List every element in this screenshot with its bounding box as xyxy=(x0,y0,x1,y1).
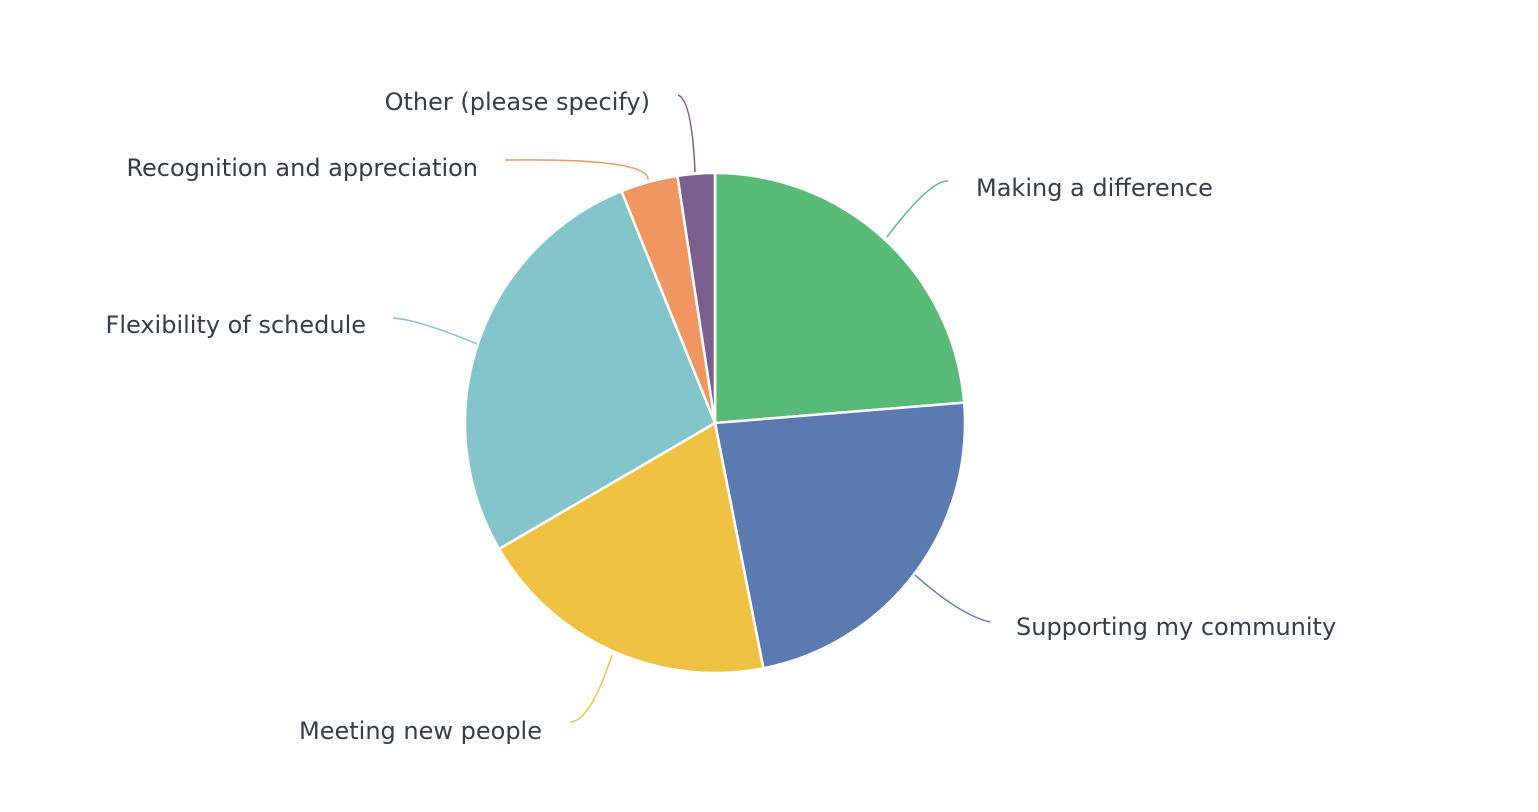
slice-label: Recognition and appreciation xyxy=(126,154,478,182)
leader-line xyxy=(914,574,991,623)
leader-line xyxy=(677,94,696,173)
slice-label: Other (please specify) xyxy=(385,88,650,116)
pie-slice xyxy=(713,401,967,670)
slice-label: Supporting my community xyxy=(1016,613,1336,641)
slice-label: Making a difference xyxy=(976,174,1213,202)
pie-slice xyxy=(463,189,717,551)
pie-slice xyxy=(676,171,717,424)
pie-slice xyxy=(713,171,966,425)
slice-label: Flexibility of schedule xyxy=(106,311,366,339)
slice-label: Meeting new people xyxy=(299,717,542,745)
leader-line xyxy=(569,654,613,723)
leader-line xyxy=(504,159,649,181)
leader-line xyxy=(886,180,949,238)
leader-line xyxy=(392,317,478,345)
pie-slice xyxy=(497,421,765,675)
